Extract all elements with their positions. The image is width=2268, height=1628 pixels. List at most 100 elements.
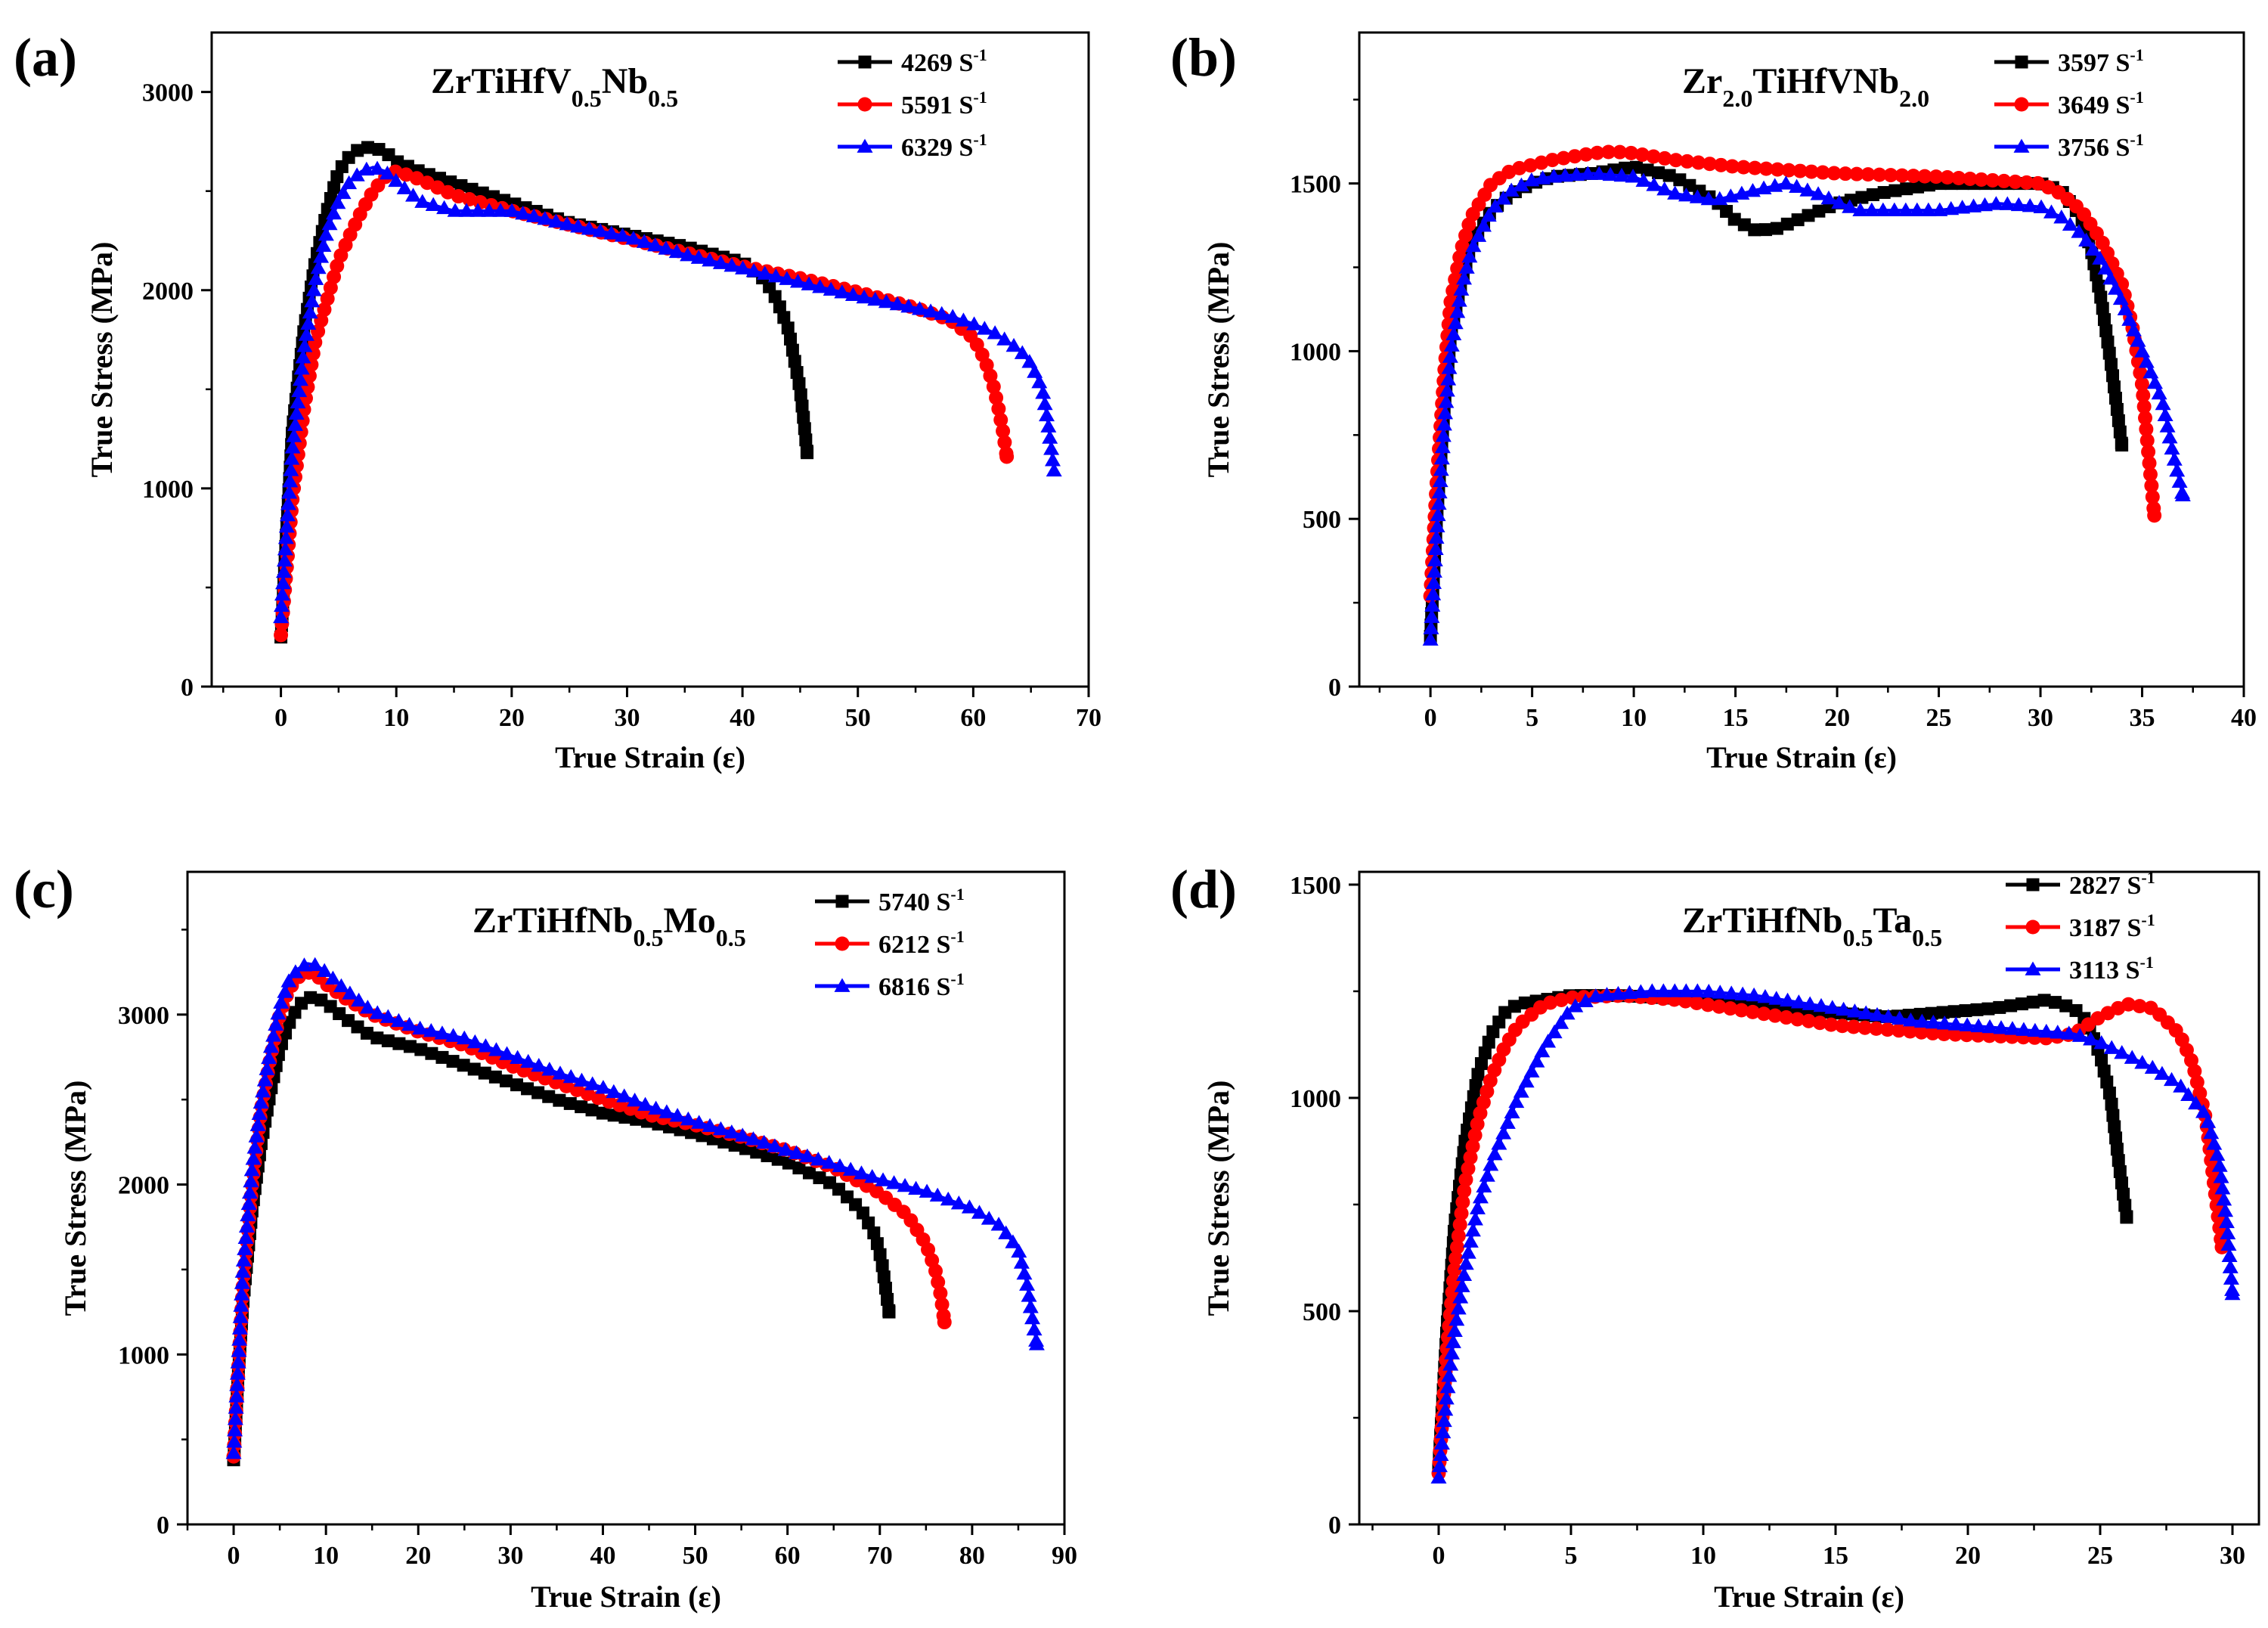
data-point xyxy=(1557,167,1573,182)
data-point xyxy=(1689,983,1706,997)
data-point xyxy=(1567,998,1584,1012)
data-point xyxy=(794,388,807,402)
data-point xyxy=(1439,383,1455,397)
data-point xyxy=(1434,439,1451,454)
data-point xyxy=(773,300,786,314)
data-point xyxy=(585,1103,599,1117)
data-point xyxy=(2113,1165,2127,1179)
data-point xyxy=(1036,395,1053,411)
data-point xyxy=(1981,1002,1995,1016)
data-point xyxy=(1470,1117,1485,1132)
data-point xyxy=(1454,1278,1470,1292)
data-point xyxy=(1678,994,1693,1009)
data-point xyxy=(1458,228,1473,243)
data-point xyxy=(280,496,297,510)
data-point xyxy=(1439,1379,1456,1394)
data-point xyxy=(801,276,817,290)
data-point xyxy=(2112,1154,2125,1168)
data-point xyxy=(302,304,318,319)
x-tick-label: 10 xyxy=(313,1542,339,1570)
y-tick-label: 1000 xyxy=(1290,1085,1341,1113)
data-point xyxy=(310,259,327,274)
data-point xyxy=(1932,202,1948,216)
data-point xyxy=(1430,507,1446,522)
data-point xyxy=(1802,996,1818,1010)
data-point xyxy=(1433,450,1450,465)
data-point xyxy=(227,1411,243,1425)
y-tick-label: 500 xyxy=(1303,506,1341,534)
legend-marker xyxy=(2025,961,2041,975)
data-point xyxy=(996,423,1011,439)
data-point xyxy=(510,1050,526,1065)
data-point xyxy=(1423,620,1439,634)
data-point xyxy=(298,327,314,341)
x-axis-label: True Strain (ε) xyxy=(1706,740,1897,774)
data-point xyxy=(1911,180,1925,194)
data-point xyxy=(240,1195,257,1211)
data-point xyxy=(690,250,707,264)
data-point xyxy=(1723,1001,1738,1016)
data-point xyxy=(1936,1006,1950,1019)
data-point xyxy=(525,208,542,222)
legend-label: 5740 S-1 xyxy=(878,885,965,916)
legend-entry: 2827 S-1 xyxy=(2006,868,2155,900)
data-point xyxy=(1943,200,1960,216)
data-point xyxy=(789,274,806,288)
data-point xyxy=(2092,250,2108,265)
panel-label: (a) xyxy=(14,27,77,88)
data-point xyxy=(1044,452,1061,467)
x-tick-label: 30 xyxy=(497,1542,523,1570)
data-point xyxy=(2103,1040,2120,1054)
data-point xyxy=(1467,1211,1483,1226)
data-point xyxy=(625,231,642,245)
x-tick-label: 20 xyxy=(405,1542,431,1570)
data-point xyxy=(436,200,453,215)
legend-label-sup: -1 xyxy=(2141,868,2155,887)
data-point xyxy=(1917,169,1932,184)
series-3113 xyxy=(1430,983,2241,1484)
data-point xyxy=(1499,1115,1516,1129)
data-point xyxy=(2166,451,2183,466)
data-point xyxy=(1988,196,2004,210)
data-point xyxy=(2141,445,2156,460)
data-point xyxy=(785,343,799,357)
data-point xyxy=(2097,313,2111,327)
data-point xyxy=(1790,1012,1805,1027)
data-point xyxy=(1745,1004,1760,1019)
data-point xyxy=(1673,173,1687,187)
data-point xyxy=(2038,1023,2055,1038)
data-point xyxy=(2132,999,2147,1014)
data-point xyxy=(1455,239,1470,254)
legend-label-sup: -1 xyxy=(950,927,964,946)
data-point xyxy=(292,371,308,386)
data-point xyxy=(1646,177,1662,191)
data-point xyxy=(1559,1006,1576,1020)
data-point xyxy=(2092,279,2105,293)
data-point xyxy=(1959,1017,1975,1031)
data-point xyxy=(2071,1028,2088,1042)
data-point xyxy=(1601,144,1616,160)
data-point xyxy=(1588,988,1604,1003)
data-point xyxy=(1898,202,1914,216)
data-point xyxy=(307,957,324,972)
legend-label-sup: -1 xyxy=(950,969,964,988)
data-point xyxy=(1802,209,1815,222)
data-point xyxy=(570,219,587,233)
data-point xyxy=(1465,237,1482,253)
legend-entry: 3597 S-1 xyxy=(1994,45,2144,77)
data-point xyxy=(2188,1095,2204,1110)
data-point xyxy=(1892,1023,1907,1038)
data-point xyxy=(950,1195,967,1210)
data-point xyxy=(1450,1301,1467,1315)
data-point xyxy=(2108,392,2122,405)
data-point xyxy=(2106,369,2120,383)
x-tick-label: 0 xyxy=(1424,704,1437,732)
data-point xyxy=(1974,172,1989,187)
data-point xyxy=(875,1172,891,1186)
legend-label-base: 6212 S xyxy=(878,931,950,959)
data-point xyxy=(1824,1000,1841,1014)
data-point xyxy=(1667,185,1684,200)
data-point xyxy=(1624,145,1639,160)
data-point xyxy=(2180,1087,2197,1102)
data-point xyxy=(287,964,304,978)
